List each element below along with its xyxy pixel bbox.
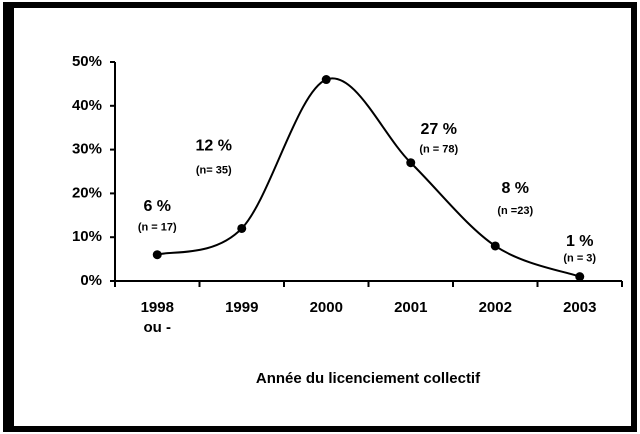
data-label: 12 % [196,138,232,155]
data-label: 1 % [566,233,594,250]
y-tick-label: 50% [72,53,102,70]
line [156,77,581,278]
marker [406,158,416,168]
x-tick-label: 2003 [563,299,597,316]
y-tick-label: 30% [72,141,102,158]
annotation: (n = 3) [563,253,596,265]
x-tick-label: 2002 [478,299,512,316]
x-tick-label: 2001 [394,299,428,316]
annotation: (n = 78) [419,144,458,156]
annotation: (n = 17) [138,222,177,234]
frame-left [6,5,14,429]
y-tick-label: 40% [72,97,102,114]
y-tick-label: 0% [80,272,102,289]
x-axis-label: Année du licenciement collectif [256,370,481,387]
data-label: 27 % [421,121,457,138]
data-label: 6 % [143,198,171,215]
marker [321,75,331,85]
marker [237,223,247,233]
marker [575,272,585,282]
data-label: 8 % [501,180,529,197]
marker [490,241,500,251]
x-tick-label: 1999 [225,299,259,316]
marker [152,250,162,260]
x-tick-label: 2000 [309,299,343,316]
y-tick-label: 20% [72,184,102,201]
annotation: (n =23) [497,205,533,217]
y-tick-label: 10% [72,228,102,245]
annotation: (n= 35) [196,164,232,176]
x-tick-label: 1998 ou - [140,299,174,336]
